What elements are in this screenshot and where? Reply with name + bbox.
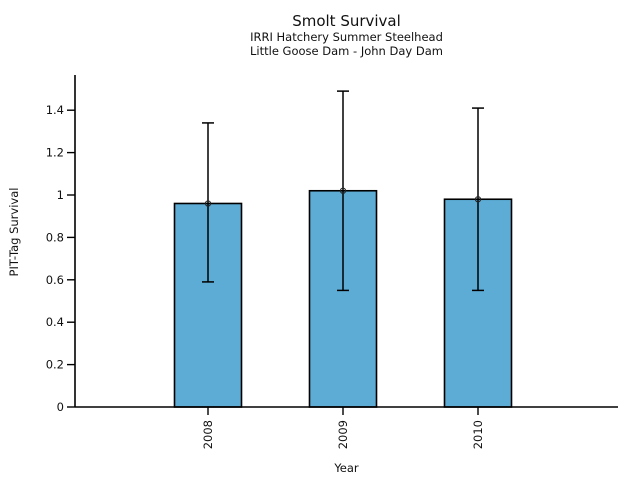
chart-subtitle-2: Little Goose Dam - John Day Dam	[250, 44, 443, 58]
marker-2010	[474, 196, 482, 203]
marker-2009	[339, 187, 347, 194]
x-tick-label-2009: 2009	[336, 420, 350, 449]
y-tick-label-1: 1	[57, 188, 64, 202]
y-tick-label-1.2: 1.2	[46, 146, 64, 160]
y-tick-label-1.4: 1.4	[46, 103, 64, 117]
y-tick-label-0.8: 0.8	[46, 230, 64, 244]
x-tick-label-2008: 2008	[201, 420, 215, 449]
title-block: Smolt Survival IRRI Hatchery Summer Stee…	[75, 12, 618, 58]
chart-subtitle-1: IRRI Hatchery Summer Steelhead	[250, 30, 443, 44]
y-tick-label-0: 0	[57, 400, 64, 414]
y-tick-label-0.4: 0.4	[46, 315, 64, 329]
x-axis-label: Year	[334, 461, 359, 475]
y-tick-label-0.6: 0.6	[46, 273, 64, 287]
y-tick-label-0.2: 0.2	[46, 358, 64, 372]
marker-2008	[204, 200, 212, 207]
x-tick-label-2010: 2010	[471, 420, 485, 449]
chart-title: Smolt Survival	[292, 12, 401, 30]
